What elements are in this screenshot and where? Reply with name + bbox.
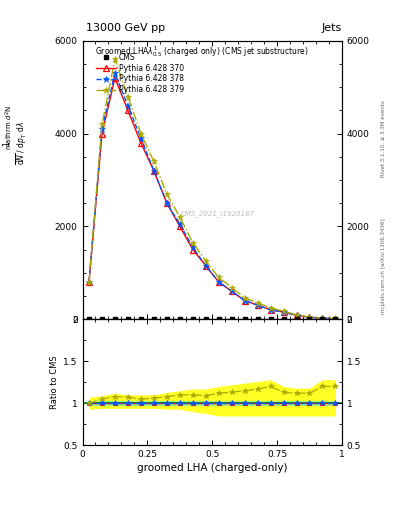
Pythia 6.428 378 (255, 302, 260, 308)
Pythia 6.428 378 (307, 314, 312, 321)
Pythia 6.428 378 (268, 307, 273, 313)
Pythia 6.428 370 (255, 302, 260, 308)
Pythia 6.428 379 (165, 191, 169, 197)
Pythia 6.428 370 (86, 279, 91, 285)
Pythia 6.428 378 (230, 288, 234, 294)
Pythia 6.428 379 (268, 305, 273, 311)
Y-axis label: Ratio to CMS: Ratio to CMS (50, 355, 59, 409)
CMS (230, 316, 234, 322)
Pythia 6.428 370 (204, 263, 208, 269)
Pythia 6.428 378 (178, 221, 182, 227)
CMS (307, 316, 312, 322)
Pythia 6.428 378 (333, 315, 338, 322)
CMS (126, 316, 130, 322)
Pythia 6.428 379 (294, 312, 299, 318)
Pythia 6.428 370 (281, 309, 286, 315)
Pythia 6.428 378 (242, 297, 247, 304)
Pythia 6.428 379 (242, 294, 247, 301)
Pythia 6.428 370 (113, 75, 118, 81)
CMS (113, 316, 118, 322)
Text: 1
$\overline{\mathrm{d}N}$ / $\mathrm{d}p_\mathrm{T}$ $\mathrm{d}\lambda$: 1 $\overline{\mathrm{d}N}$ / $\mathrm{d}… (3, 121, 29, 165)
CMS (165, 316, 169, 322)
Pythia 6.428 378 (216, 279, 221, 285)
CMS (100, 316, 105, 322)
Pythia 6.428 378 (100, 126, 105, 132)
Pythia 6.428 370 (165, 200, 169, 206)
CMS (204, 316, 208, 322)
Text: Rivet 3.1.10, ≥ 3.3M events: Rivet 3.1.10, ≥ 3.3M events (381, 100, 386, 177)
Pythia 6.428 379 (86, 279, 91, 285)
CMS (255, 316, 260, 322)
Pythia 6.428 379 (333, 315, 338, 322)
Pythia 6.428 370 (152, 167, 156, 174)
CMS (268, 316, 273, 322)
Pythia 6.428 379 (255, 300, 260, 306)
Text: mcplots.cern.ch [arXiv:1306.3436]: mcplots.cern.ch [arXiv:1306.3436] (381, 219, 386, 314)
Pythia 6.428 379 (204, 258, 208, 264)
CMS (294, 316, 299, 322)
Pythia 6.428 378 (126, 103, 130, 109)
Pythia 6.428 378 (113, 70, 118, 76)
Pythia 6.428 378 (281, 309, 286, 315)
Pythia 6.428 370 (230, 288, 234, 294)
Pythia 6.428 370 (320, 315, 325, 322)
Pythia 6.428 370 (191, 246, 195, 252)
CMS (242, 316, 247, 322)
Line: Pythia 6.428 378: Pythia 6.428 378 (86, 70, 339, 322)
Text: mathrm $d^2$N: mathrm $d^2$N (4, 105, 15, 151)
Pythia 6.428 370 (139, 140, 143, 146)
Pythia 6.428 370 (100, 131, 105, 137)
Text: CMS_2021_I1920187: CMS_2021_I1920187 (180, 210, 254, 217)
Text: Jets: Jets (321, 23, 342, 33)
Pythia 6.428 378 (165, 200, 169, 206)
Pythia 6.428 378 (320, 315, 325, 322)
CMS (281, 316, 286, 322)
Pythia 6.428 378 (152, 167, 156, 174)
CMS (191, 316, 195, 322)
Pythia 6.428 379 (191, 240, 195, 246)
Line: Pythia 6.428 379: Pythia 6.428 379 (86, 56, 339, 322)
CMS (139, 316, 143, 322)
CMS (216, 316, 221, 322)
Pythia 6.428 379 (307, 314, 312, 320)
Pythia 6.428 378 (86, 279, 91, 285)
Line: CMS: CMS (87, 317, 337, 321)
Pythia 6.428 379 (216, 274, 221, 281)
CMS (86, 316, 91, 322)
Pythia 6.428 378 (191, 244, 195, 250)
Pythia 6.428 379 (126, 94, 130, 100)
Pythia 6.428 379 (139, 131, 143, 137)
Pythia 6.428 379 (230, 285, 234, 291)
Line: Pythia 6.428 370: Pythia 6.428 370 (86, 75, 338, 322)
Pythia 6.428 378 (294, 312, 299, 318)
Pythia 6.428 370 (126, 108, 130, 114)
Pythia 6.428 379 (281, 308, 286, 314)
Pythia 6.428 370 (294, 312, 299, 318)
Pythia 6.428 378 (204, 263, 208, 269)
CMS (333, 316, 338, 322)
Text: 13000 GeV pp: 13000 GeV pp (86, 23, 165, 33)
X-axis label: groomed LHA (charged-only): groomed LHA (charged-only) (137, 463, 287, 474)
Text: Groomed LHA$\lambda^{1}_{0.5}$ (charged only) (CMS jet substructure): Groomed LHA$\lambda^{1}_{0.5}$ (charged … (95, 44, 309, 59)
Pythia 6.428 379 (152, 158, 156, 164)
Pythia 6.428 370 (242, 297, 247, 304)
Pythia 6.428 370 (333, 315, 338, 322)
Pythia 6.428 370 (268, 307, 273, 313)
CMS (152, 316, 156, 322)
Pythia 6.428 378 (139, 135, 143, 141)
Pythia 6.428 379 (320, 315, 325, 321)
Pythia 6.428 370 (307, 314, 312, 321)
CMS (320, 316, 325, 322)
Pythia 6.428 370 (216, 279, 221, 285)
CMS (178, 316, 182, 322)
Pythia 6.428 370 (178, 223, 182, 229)
Pythia 6.428 379 (113, 56, 118, 62)
Pythia 6.428 379 (178, 214, 182, 220)
Legend: CMS, Pythia 6.428 370, Pythia 6.428 378, Pythia 6.428 379: CMS, Pythia 6.428 370, Pythia 6.428 378,… (94, 50, 186, 97)
Pythia 6.428 379 (100, 121, 105, 127)
